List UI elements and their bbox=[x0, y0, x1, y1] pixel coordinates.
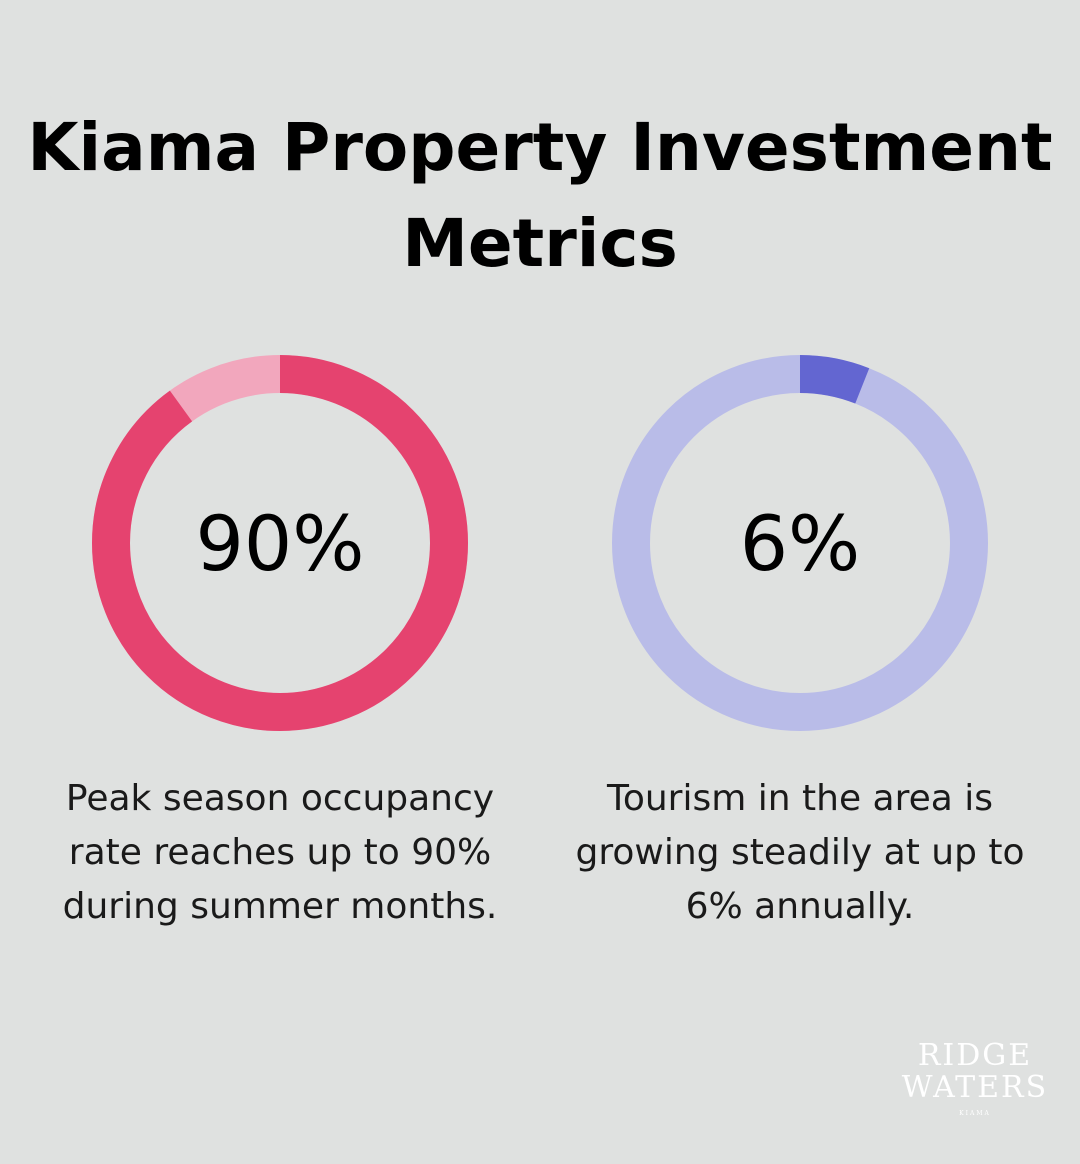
occupancy-donut-svg bbox=[92, 355, 468, 731]
ridge-waters-logo: RIDGE WATERS KIAMA bbox=[900, 1038, 1050, 1118]
occupancy-description: Peak season occupancy rate reaches up to… bbox=[62, 778, 498, 927]
logo-line: RIDGE bbox=[917, 1038, 1033, 1073]
tourism-donut: 6% bbox=[612, 355, 988, 731]
donut-value-arc bbox=[612, 355, 988, 731]
donut-value-label: 6% bbox=[739, 498, 861, 588]
occupancy-donut: 90% bbox=[92, 355, 468, 731]
tourism-donut-svg bbox=[612, 355, 988, 731]
logo-line: WATERS bbox=[901, 1070, 1049, 1105]
donut-value-arc bbox=[92, 355, 468, 731]
logo-line: KIAMA bbox=[959, 1110, 991, 1117]
tourism-description: Tourism in the area is growing steadily … bbox=[575, 778, 1025, 927]
page-title: Kiama Property Investment Metrics bbox=[27, 109, 1053, 282]
donut-value-label: 90% bbox=[195, 498, 365, 588]
